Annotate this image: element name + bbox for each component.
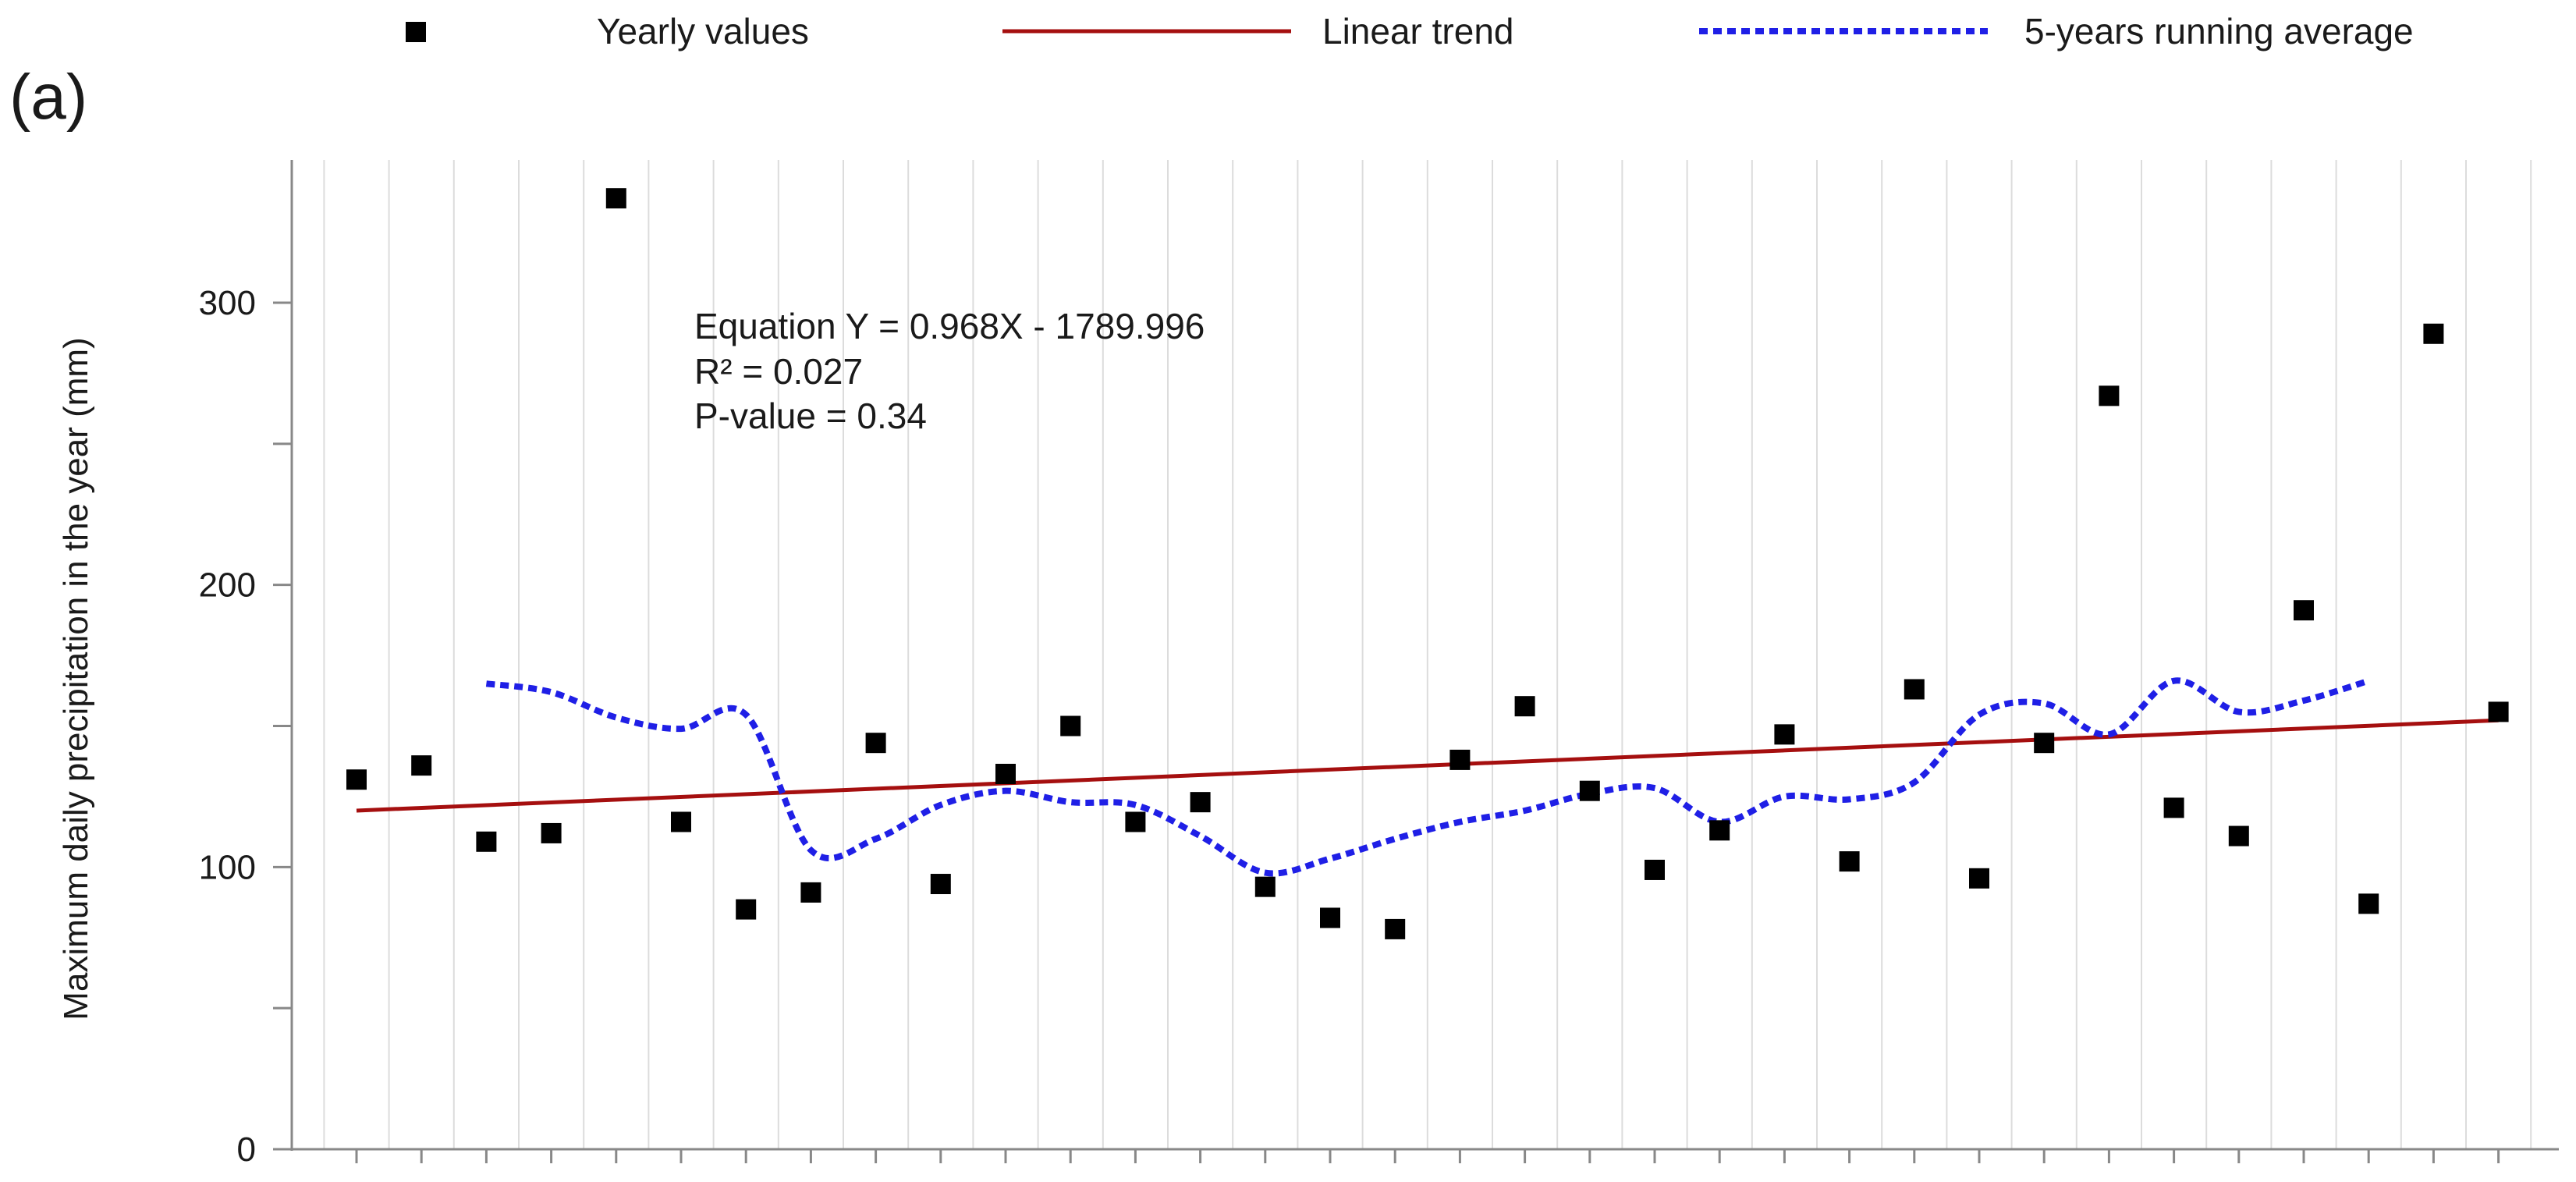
data-point (2423, 323, 2444, 344)
data-point (1190, 792, 1211, 813)
data-point (605, 188, 626, 209)
data-point (1449, 749, 1471, 770)
data-point (1385, 918, 1406, 939)
legend-marker-yearly-values (406, 22, 426, 42)
linear-trend-series (356, 718, 2499, 813)
data-point (1060, 715, 1081, 737)
legend: Yearly values Linear trend 5-years runni… (406, 11, 2414, 51)
yearly-values-series (346, 188, 2509, 939)
panel-label: (a) (9, 62, 87, 133)
running-average-line (485, 677, 2370, 877)
data-point (1969, 868, 1989, 889)
data-point (1125, 811, 1146, 832)
data-point (930, 874, 951, 895)
data-point (2099, 385, 2120, 406)
r-squared-text: R² = 0.027 (694, 351, 863, 392)
data-point (1709, 820, 1730, 841)
data-point (1839, 851, 1860, 872)
data-point (2034, 733, 2055, 754)
data-point (671, 811, 691, 832)
data-point (541, 822, 562, 843)
y-tick-label: 300 (199, 284, 256, 322)
data-point (1579, 780, 1600, 801)
data-point (865, 733, 886, 754)
legend-label-running-average: 5-years running average (2024, 11, 2414, 51)
equation-text: Equation Y = 0.968X - 1789.996 (694, 306, 1205, 346)
data-point (2163, 797, 2184, 818)
legend-label-linear-trend: Linear trend (1322, 11, 1514, 51)
legend-label-yearly-values: Yearly values (597, 11, 809, 51)
data-point (346, 769, 367, 790)
linear-trend-line (356, 718, 2499, 813)
data-point (800, 882, 821, 903)
data-point (736, 899, 757, 920)
data-point (1320, 907, 1340, 928)
running-average-series (485, 677, 2370, 877)
x-ticks (355, 1149, 2500, 1163)
data-point (2228, 825, 2249, 847)
axes (290, 160, 2559, 1151)
data-point (1514, 696, 1535, 717)
data-point (2358, 893, 2379, 914)
p-value-text: P-value = 0.34 (694, 396, 927, 436)
x-gridlines (323, 160, 2532, 1149)
y-ticks: 0 100 200 300 (199, 284, 292, 1169)
data-point (995, 763, 1016, 784)
data-point (1774, 724, 1795, 745)
data-point (2488, 701, 2509, 722)
y-tick-label: 0 (237, 1131, 256, 1169)
data-point (2294, 600, 2314, 621)
regression-annotation: Equation Y = 0.968X - 1789.996 R² = 0.02… (694, 306, 1205, 436)
data-point (1254, 876, 1276, 897)
y-tick-label: 100 (199, 848, 256, 886)
data-point (1904, 679, 1925, 700)
data-point (1645, 859, 1665, 880)
y-tick-label: 200 (199, 566, 256, 605)
data-point (476, 831, 497, 852)
data-point (411, 755, 432, 776)
y-axis-label: Maximum daily precipitation in the year … (57, 337, 95, 1020)
